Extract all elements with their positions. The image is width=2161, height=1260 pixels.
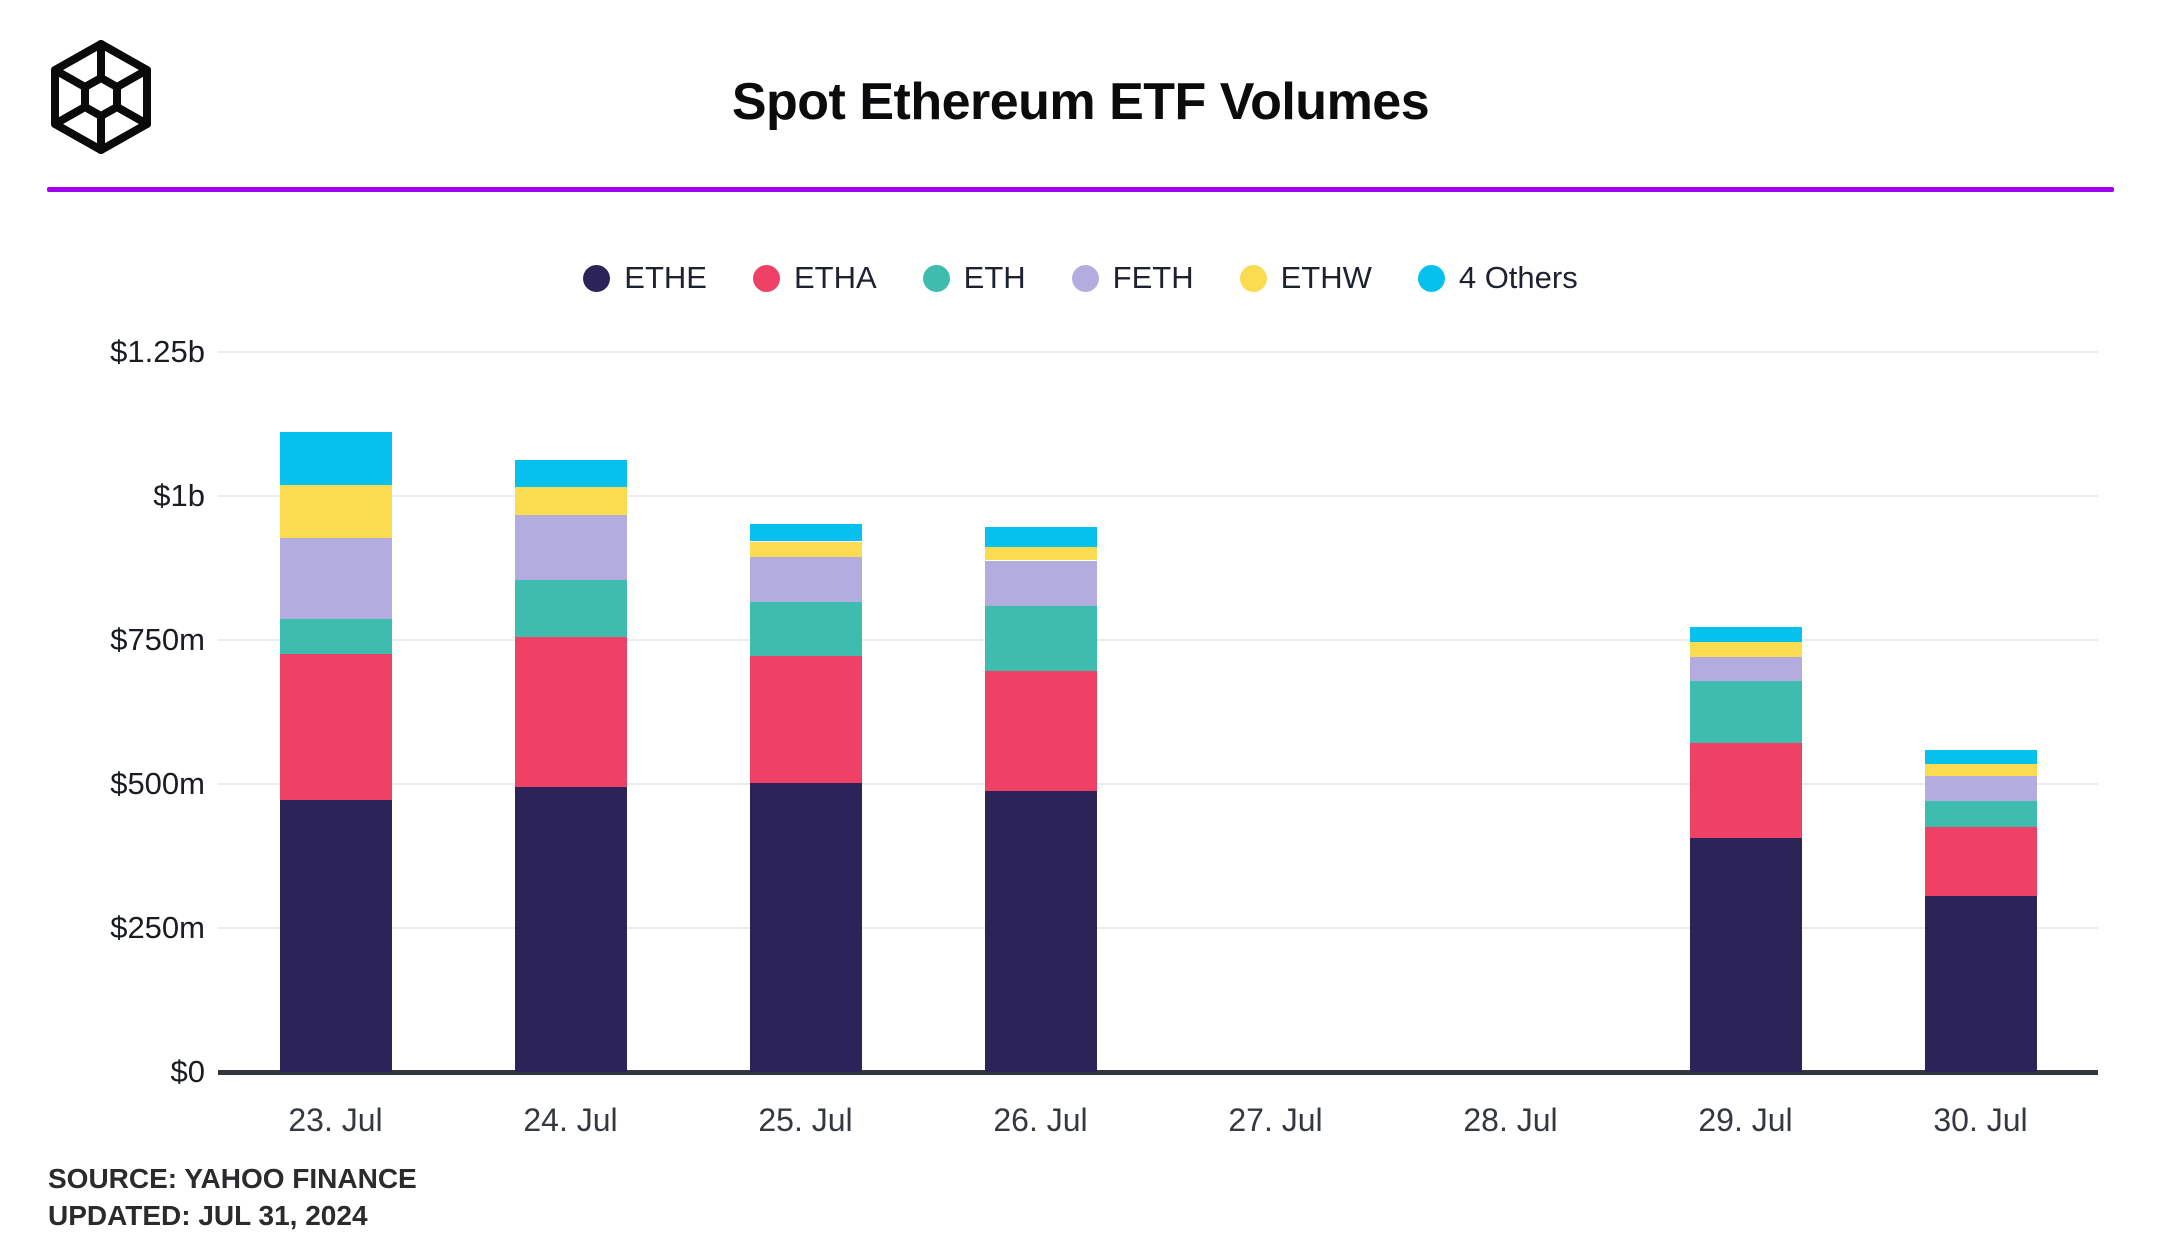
bar-segment-29jul-eth[interactable] [1689, 680, 1802, 743]
y-axis-tick-label: $1b [153, 478, 205, 513]
legend-dot-icon [1239, 264, 1267, 292]
legend-item-feth[interactable]: FETH [1071, 260, 1194, 296]
y-axis-tick-label: $750m [110, 622, 205, 657]
legend-label: FETH [1112, 260, 1194, 295]
x-axis-tick-label: 25. Jul [758, 1102, 853, 1138]
x-axis-tick-label: 29. Jul [1698, 1102, 1793, 1138]
legend-dot-icon [1417, 264, 1445, 292]
bar-segment-29jul-feth[interactable] [1689, 657, 1802, 681]
bar-segment-30jul-etha[interactable] [1924, 826, 2037, 896]
bar-segment-29jul-ethe[interactable] [1689, 837, 1802, 1072]
legend-item-etha[interactable]: ETHA [752, 260, 877, 296]
x-axis-line [218, 1070, 2098, 1075]
bar-segment-24jul-eth[interactable] [514, 579, 627, 638]
legend-item-4-others[interactable]: 4 Others [1417, 260, 1578, 296]
x-axis-tick-label: 26. Jul [993, 1102, 1088, 1138]
legend-dot-icon [752, 264, 780, 292]
bar-segment-24jul-feth[interactable] [514, 515, 627, 580]
legend-dot-icon [922, 264, 950, 292]
bar-segment-23jul-eth[interactable] [279, 618, 392, 655]
bar-segment-23jul-etha[interactable] [279, 654, 392, 801]
bar-segment-30jul-ethe[interactable] [1924, 895, 2037, 1072]
x-axis-tick-label: 28. Jul [1463, 1102, 1558, 1138]
y-axis-tick-label: $500m [110, 766, 205, 801]
x-axis-tick-label: 23. Jul [288, 1102, 383, 1138]
bar-segment-23jul-4-others[interactable] [279, 432, 392, 486]
chart-title: Spot Ethereum ETF Volumes [731, 73, 1430, 131]
bar-segment-25jul-4-others[interactable] [749, 524, 862, 542]
bar-segment-30jul-4-others[interactable] [1924, 750, 2037, 764]
bar-segment-24jul-4-others[interactable] [514, 460, 627, 487]
wireframe-cube-logo-icon [51, 40, 151, 154]
updated-line: UPDATED: JUL 31, 2024 [48, 1200, 368, 1231]
bar-segment-29jul-4-others[interactable] [1689, 626, 1802, 643]
bar-segment-24jul-etha[interactable] [514, 637, 627, 788]
x-axis-tick-label: 27. Jul [1228, 1102, 1323, 1138]
bar-segment-24jul-ethw[interactable] [514, 486, 627, 515]
y-gridline [218, 639, 2098, 641]
legend-label: 4 Others [1458, 260, 1578, 295]
bar-segment-29jul-etha[interactable] [1689, 742, 1802, 838]
bar-segment-26jul-4-others[interactable] [984, 526, 1097, 548]
bar-segment-23jul-ethw[interactable] [279, 485, 392, 539]
bar-segment-30jul-eth[interactable] [1924, 800, 2037, 827]
bar-segment-26jul-ethe[interactable] [984, 791, 1097, 1072]
bar-segment-24jul-ethe[interactable] [514, 787, 627, 1072]
source-line: SOURCE: YAHOO FINANCE [48, 1163, 417, 1194]
y-gridline [218, 783, 2098, 785]
y-gridline [218, 495, 2098, 497]
bar-segment-30jul-feth[interactable] [1924, 775, 2037, 801]
y-axis-tick-label: $250m [110, 910, 205, 945]
legend-label: ETHW [1280, 260, 1372, 295]
bar-segment-26jul-etha[interactable] [984, 671, 1097, 792]
y-axis-tick-label: $1.25b [110, 334, 205, 369]
legend-label: ETHE [624, 260, 707, 295]
bar-segment-25jul-ethe[interactable] [749, 782, 862, 1072]
y-axis-tick-label: $0 [170, 1054, 205, 1089]
bar-segment-26jul-eth[interactable] [984, 606, 1097, 672]
legend-dot-icon [1071, 264, 1099, 292]
bar-segment-25jul-eth[interactable] [749, 601, 862, 656]
chart-legend: ETHE ETHA ETH FETH ETHW 4 Others [0, 252, 2161, 304]
y-gridline [218, 927, 2098, 929]
legend-item-ethw[interactable]: ETHW [1239, 260, 1372, 296]
legend-label: ETHA [793, 260, 877, 295]
x-axis-tick-label: 30. Jul [1933, 1102, 2028, 1138]
source-block: SOURCE: YAHOO FINANCE UPDATED: JUL 31, 2… [48, 1160, 417, 1234]
bar-segment-26jul-feth[interactable] [984, 560, 1097, 606]
bar-segment-23jul-ethe[interactable] [279, 800, 392, 1072]
bar-segment-25jul-etha[interactable] [749, 655, 862, 783]
x-axis-tick-label: 24. Jul [523, 1102, 618, 1138]
bar-segment-30jul-ethw[interactable] [1924, 763, 2037, 776]
legend-item-ethe[interactable]: ETHE [583, 260, 707, 296]
bar-segment-26jul-ethw[interactable] [984, 547, 1097, 561]
legend-item-eth[interactable]: ETH [922, 260, 1026, 296]
bar-segment-25jul-feth[interactable] [749, 557, 862, 602]
legend-label: ETH [963, 260, 1026, 295]
bar-segment-25jul-ethw[interactable] [749, 541, 862, 558]
header-divider [47, 187, 2114, 192]
bar-segment-23jul-feth[interactable] [279, 538, 392, 619]
bar-segment-29jul-ethw[interactable] [1689, 642, 1802, 658]
y-gridline [218, 351, 2098, 353]
legend-dot-icon [583, 264, 611, 292]
